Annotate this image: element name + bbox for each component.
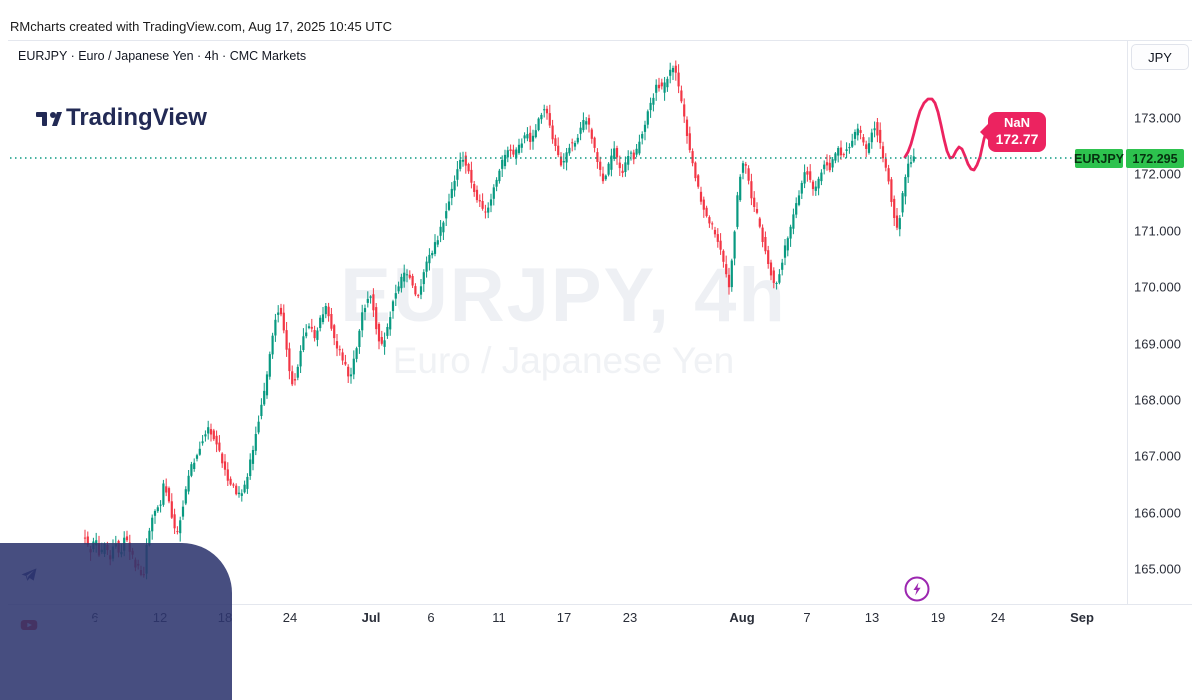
time-axis-label: 7 xyxy=(803,610,811,625)
forecast-bubble-tail xyxy=(980,123,989,141)
currency-unit-button[interactable]: JPY xyxy=(1131,44,1189,70)
chart-top-border xyxy=(8,40,1192,41)
time-axis-label: 24 xyxy=(282,610,298,625)
price-axis-label: 169.000 xyxy=(1134,336,1181,352)
time-axis-label: 17 xyxy=(556,610,572,625)
price-axis-label: 167.000 xyxy=(1134,448,1181,464)
time-axis-separator xyxy=(8,604,1192,605)
price-axis-label: 168.000 xyxy=(1134,392,1181,408)
symbol-price-tag: EURJPY xyxy=(1074,149,1124,168)
forecast-title: NaN xyxy=(1003,115,1030,131)
price-axis-separator xyxy=(1127,41,1128,604)
branding-overlay-panel xyxy=(0,543,232,700)
price-axis-label: 173.000 xyxy=(1134,110,1181,126)
tradingview-logo-icon xyxy=(36,112,62,126)
time-axis-label: 19 xyxy=(930,610,946,625)
time-axis-label: Jul xyxy=(361,610,381,625)
time-axis-label: 11 xyxy=(492,610,506,625)
time-axis-label: Sep xyxy=(1070,610,1094,625)
attribution-text: RMcharts created with TradingView.com, A… xyxy=(10,19,393,34)
time-axis-label: 24 xyxy=(990,610,1006,625)
time-axis-label: 13 xyxy=(864,610,880,625)
price-axis-label: 170.000 xyxy=(1134,279,1181,295)
price-axis-label: 165.000 xyxy=(1134,561,1181,577)
time-axis-label: Aug xyxy=(729,610,755,625)
time-axis-label: 23 xyxy=(622,610,638,625)
forecast-price-bubble[interactable]: NaN 172.77 xyxy=(988,112,1046,152)
current-price-label: 172.295 xyxy=(1126,149,1184,168)
price-axis-label: 172.000 xyxy=(1134,166,1181,182)
lightning-event-icon[interactable] xyxy=(903,575,931,608)
time-axis-label: 6 xyxy=(427,610,435,625)
current-price-line xyxy=(10,157,1075,159)
symbol-legend[interactable]: EURJPY · Euro / Japanese Yen · 4h · CMC … xyxy=(18,49,307,63)
tradingview-logo: TradingView xyxy=(36,104,207,132)
forecast-value: 172.77 xyxy=(995,131,1039,148)
price-axis-label: 171.000 xyxy=(1134,223,1181,239)
price-axis-label: 166.000 xyxy=(1134,505,1181,521)
